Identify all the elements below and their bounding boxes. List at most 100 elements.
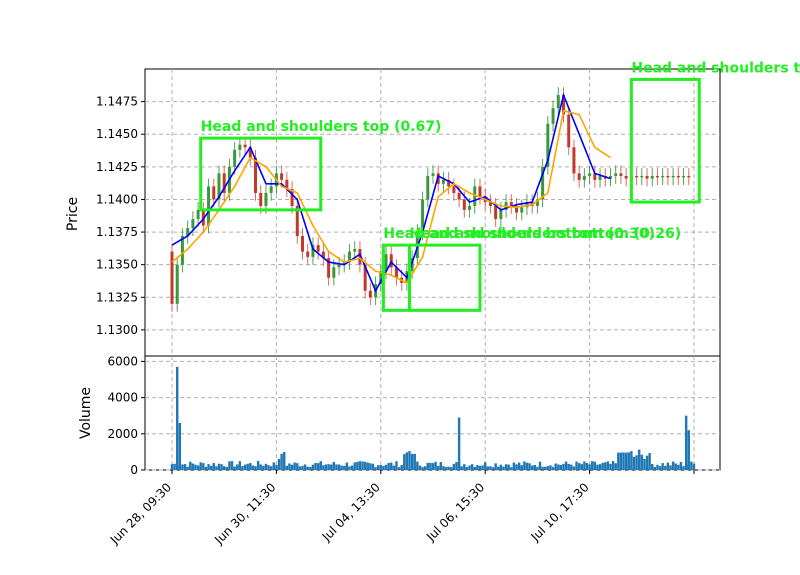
volume-bar	[473, 466, 476, 470]
volume-bar	[645, 455, 649, 470]
volume-bar	[324, 464, 328, 470]
volume-bar	[277, 458, 281, 470]
volume-spike-bar	[684, 415, 688, 470]
volume-bar	[217, 463, 221, 470]
volume-bar	[690, 461, 693, 470]
volume-bar	[408, 451, 411, 470]
volume-bar	[455, 462, 458, 470]
candle-body	[624, 175, 628, 179]
volume-bar	[228, 461, 231, 470]
volume-bar	[262, 465, 265, 470]
candle-body	[384, 254, 388, 272]
volume-bar	[416, 461, 419, 470]
candle-body	[535, 199, 539, 206]
price-y-tick-label: 1.1375	[96, 225, 138, 239]
volume-bar	[379, 465, 382, 470]
candle-body	[321, 251, 325, 259]
volume-bar	[366, 462, 369, 470]
volume-bar	[510, 467, 513, 470]
volume-bar	[677, 464, 680, 470]
candle-body	[301, 235, 304, 252]
volume-bar	[572, 466, 576, 470]
volume-bar	[423, 466, 427, 470]
price-y-tick-label: 1.1350	[96, 258, 138, 272]
volume-bar	[181, 464, 184, 470]
volume-bar	[562, 463, 565, 470]
volume-bar	[549, 465, 552, 470]
volume-bar	[515, 464, 518, 470]
candle-body	[478, 186, 482, 197]
candle-body	[285, 179, 289, 190]
volume-bar	[507, 464, 510, 470]
volume-bar	[230, 461, 234, 470]
volume-bar	[481, 465, 484, 470]
pattern-label: Head and shoulders t	[631, 60, 800, 76]
candle-body	[311, 245, 315, 257]
volume-bar	[497, 466, 500, 470]
volume-bar	[577, 463, 581, 470]
volume-bar	[358, 461, 362, 470]
candle-body	[619, 173, 623, 176]
volume-bar	[290, 464, 294, 470]
volume-y-axis: 0 2000 4000 6000	[107, 354, 145, 477]
candle-body	[645, 175, 649, 179]
volume-bar	[382, 465, 385, 470]
candle-body	[608, 175, 612, 179]
candle-body	[562, 95, 565, 115]
volume-bar	[209, 465, 213, 470]
volume-bar	[293, 462, 296, 470]
volume-bar	[309, 466, 312, 470]
volume-bar	[390, 462, 393, 470]
volume-bar	[478, 465, 482, 470]
volume-bar	[384, 464, 388, 470]
volume-bar	[606, 461, 610, 470]
volume-bar	[546, 466, 550, 470]
volume-bar	[288, 463, 291, 470]
volume-bar	[664, 465, 667, 470]
volume-bar	[418, 465, 422, 470]
volume-bar	[544, 466, 547, 470]
volume-bar	[674, 463, 677, 470]
volume-bar	[648, 453, 651, 470]
candle-body	[520, 207, 524, 213]
volume-bar	[536, 466, 539, 470]
volume-bar	[632, 456, 636, 470]
volume-y-tick-label: 4000	[107, 391, 138, 405]
candle-body	[572, 147, 576, 174]
volume-bar	[622, 452, 625, 470]
volume-bar	[499, 464, 503, 470]
volume-y-tick-label: 0	[130, 463, 138, 477]
candle-body	[389, 254, 393, 268]
volume-bar	[653, 467, 657, 470]
price-y-tick-label: 1.1400	[96, 192, 138, 206]
candle-body	[217, 173, 221, 200]
volume-bar	[504, 464, 508, 470]
pattern-box	[629, 77, 701, 204]
volume-bar	[661, 463, 664, 470]
candle-body	[541, 166, 545, 200]
volume-bar	[551, 467, 555, 470]
volume-bar	[225, 466, 229, 470]
candle-body	[175, 264, 179, 304]
candle-body	[441, 179, 445, 184]
candle-body	[567, 114, 571, 148]
volume-bar	[468, 465, 471, 470]
candle-body	[488, 202, 492, 206]
volume-bar	[426, 462, 429, 470]
volume-bar	[327, 464, 330, 470]
volume-bar	[598, 464, 602, 470]
volume-bar	[554, 463, 557, 470]
volume-bar	[470, 464, 474, 470]
volume-bar	[301, 465, 304, 470]
volume-bar	[246, 463, 249, 470]
pattern-box	[408, 243, 482, 312]
volume-bar	[643, 458, 646, 470]
volume-bar	[431, 463, 435, 470]
volume-bar	[520, 465, 523, 470]
volume-bar	[397, 467, 401, 470]
price-plot-frame	[144, 68, 721, 357]
candle-body	[316, 245, 320, 252]
volume-bar	[601, 462, 604, 470]
volume-bar	[614, 463, 617, 470]
volume-bar	[241, 466, 244, 470]
